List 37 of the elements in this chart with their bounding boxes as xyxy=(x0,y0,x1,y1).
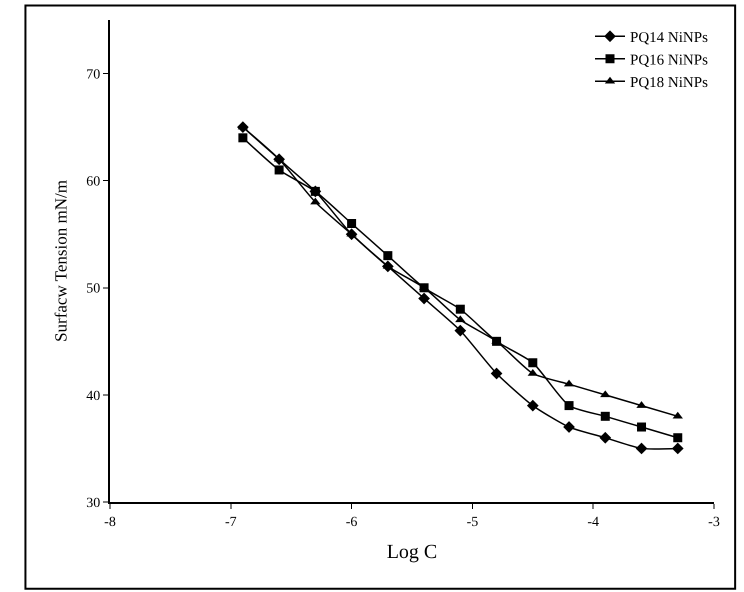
point xyxy=(564,401,574,410)
point xyxy=(528,358,538,368)
y-tick-label: 70 xyxy=(86,67,100,82)
point xyxy=(418,292,430,304)
x-tick-label: -3 xyxy=(708,514,720,530)
y-tick-label: 40 xyxy=(86,388,100,404)
legend-label: PQ16 NiNPs xyxy=(630,52,708,69)
legend-label: PQ18 NiNPs xyxy=(630,75,708,92)
point xyxy=(490,368,502,380)
point xyxy=(563,421,575,433)
point xyxy=(454,324,466,336)
point xyxy=(274,165,284,174)
point xyxy=(672,412,683,419)
y-tick-label: 60 xyxy=(86,174,100,190)
point xyxy=(636,442,648,454)
point xyxy=(528,368,538,376)
x-tick-label: -6 xyxy=(346,514,358,530)
point xyxy=(347,219,356,228)
x-tick-label: -4 xyxy=(587,514,600,530)
x-tick-label: -5 xyxy=(466,514,478,530)
point xyxy=(238,133,248,142)
point xyxy=(599,432,612,444)
point xyxy=(600,412,610,421)
point xyxy=(637,422,646,432)
point xyxy=(526,400,539,412)
point xyxy=(456,304,465,314)
x-axis-title: Log C xyxy=(386,540,438,563)
x-tick-label: -8 xyxy=(104,514,116,530)
y-axis-title: Surfacw Tension mN/m xyxy=(51,180,70,342)
point xyxy=(383,251,392,260)
y-tick-label: 30 xyxy=(86,496,100,511)
point xyxy=(672,442,684,454)
point xyxy=(600,390,610,398)
legend-label: PQ14 NiNPs xyxy=(630,30,708,46)
y-tick-label: 50 xyxy=(86,282,100,297)
x-tick-label: -7 xyxy=(224,514,237,530)
point xyxy=(673,433,682,442)
